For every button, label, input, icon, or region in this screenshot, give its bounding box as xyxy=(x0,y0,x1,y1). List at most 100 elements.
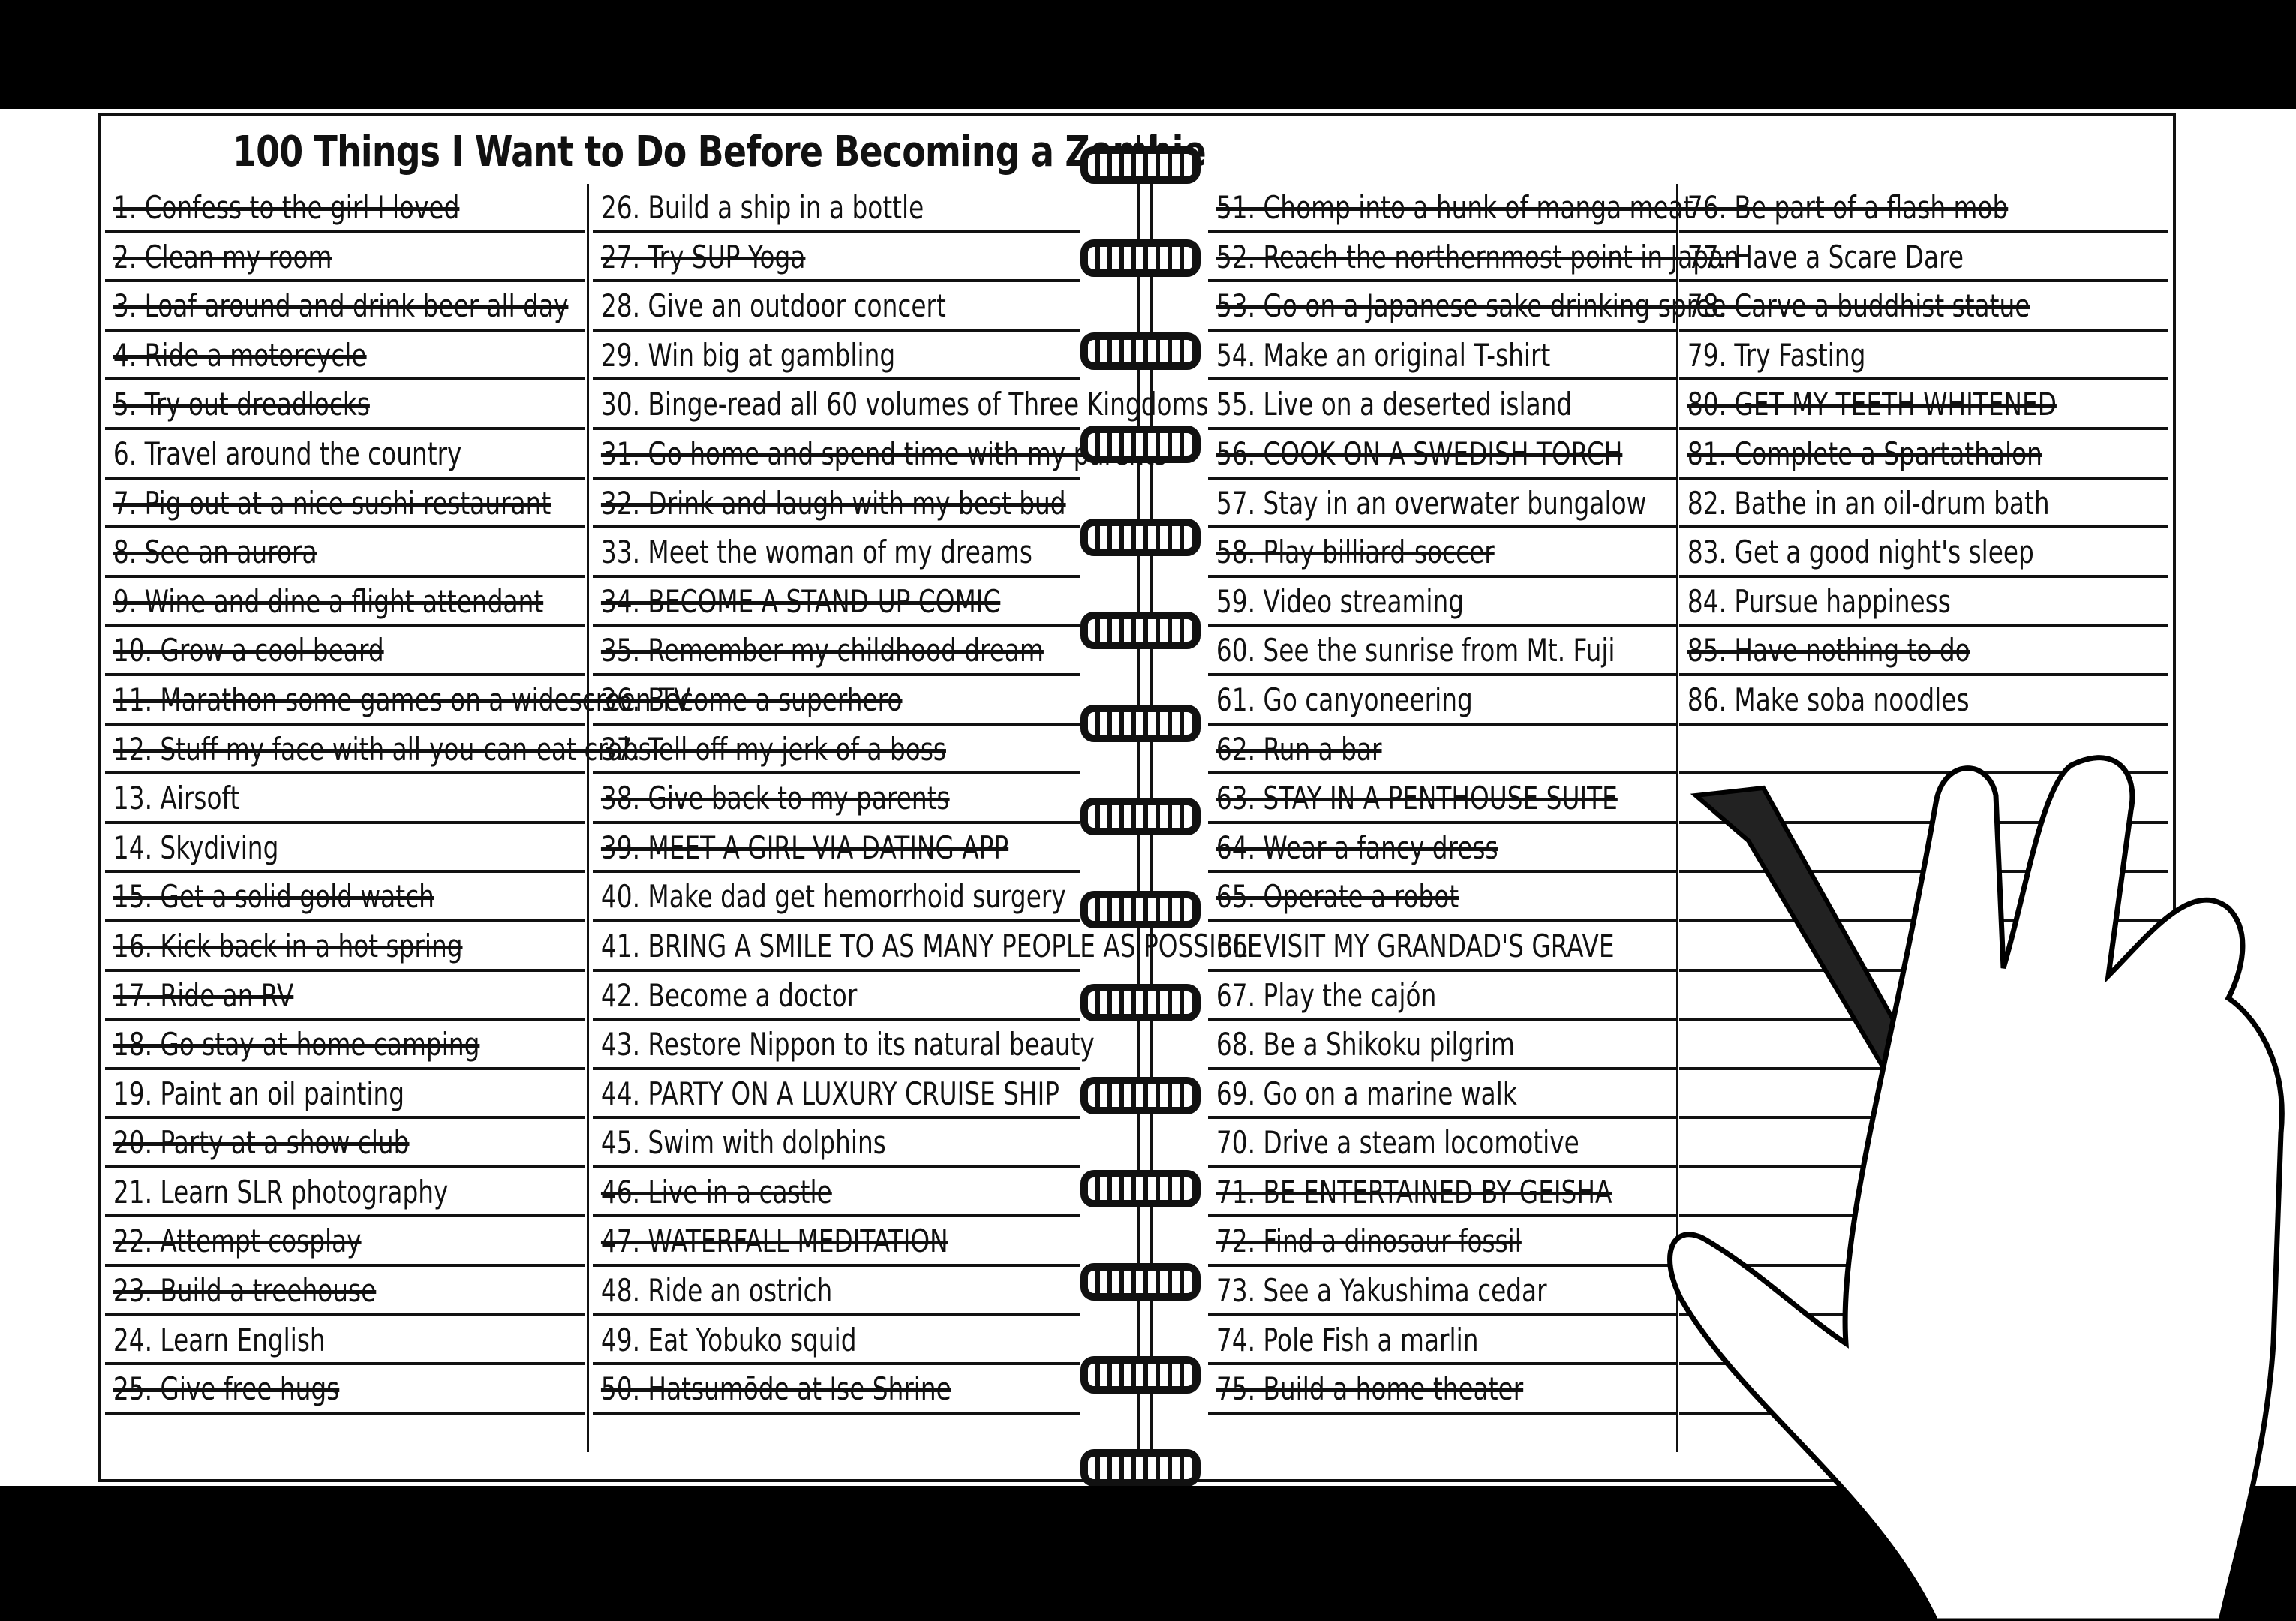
list-item-text: 73. See a Yakushima cedar xyxy=(1216,1272,1547,1310)
list-item-text: 64. Wear a fancy dress xyxy=(1216,829,1498,866)
list-item: 86. Make soba noodles xyxy=(1679,676,2168,726)
list-item-text: 52. Reach the northernmost point in Japa… xyxy=(1216,238,1739,275)
list-item-text: 83. Get a good night's sleep xyxy=(1687,534,2034,571)
list-item: 30. Binge-read all 60 volumes of Three K… xyxy=(593,380,1209,430)
list-item-text: 10. Grow a cool beard xyxy=(113,632,384,669)
list-item: 3. Loaf around and drink beer all day xyxy=(105,282,585,332)
list-item-text: 53. Go on a Japanese sake drinking spree xyxy=(1216,287,1727,325)
list-item-text: 80. GET MY TEETH WHITENED xyxy=(1687,386,2057,423)
list-item: 28. Give an outdoor concert xyxy=(593,282,1080,332)
list-item-text: 55. Live on a deserted island xyxy=(1216,386,1573,423)
column-2: 26. Build a ship in a bottle 27. Try SUP … xyxy=(593,184,1262,1415)
list-item: 45. Swim with dolphins xyxy=(593,1119,1080,1168)
list-item: 10. Grow a cool beard xyxy=(105,627,585,676)
spiral-ring xyxy=(1080,798,1201,835)
list-item: 46. Live in a castle xyxy=(593,1168,1080,1218)
spiral-ring xyxy=(1080,239,1201,277)
list-item: 62. Run a bar xyxy=(1208,726,1677,775)
spiral-ring xyxy=(1080,426,1201,463)
list-item: 56. COOK ON A SWEDISH TORCH xyxy=(1208,430,1677,480)
list-item-text: 68. Be a Shikoku pilgrim xyxy=(1216,1026,1515,1063)
list-item-text: 49. Eat Yobuko squid xyxy=(600,1321,857,1358)
list-item: 9. Wine and dine a flight attendant xyxy=(105,578,585,627)
list-item: 14. Skydiving xyxy=(105,824,585,874)
list-item-text: 67. Play the cajón xyxy=(1216,976,1437,1014)
list-item-text: 13. Airsoft xyxy=(113,780,240,817)
list-item: 77. Have a Scare Dare xyxy=(1679,233,2168,283)
list-item-text: 16. Kick back in a hot spring xyxy=(113,927,463,964)
list-item-text: 15. Get a solid gold watch xyxy=(113,878,434,916)
spiral-ring xyxy=(1080,146,1201,184)
spiral-ring xyxy=(1080,1449,1201,1487)
list-item-text: 28. Give an outdoor concert xyxy=(600,287,946,325)
list-item-text: 37. Tell off my jerk of a boss xyxy=(600,730,946,768)
list-item: 61. Go canyoneering xyxy=(1208,676,1677,726)
list-item-text: 46. Live in a castle xyxy=(600,1173,832,1210)
list-item-text: 84. Pursue happiness xyxy=(1687,582,1951,620)
list-item-text: 79. Try Fasting xyxy=(1687,336,1866,374)
list-item: 52. Reach the northernmost point in Japa… xyxy=(1208,233,1739,283)
list-item: 66. VISIT MY GRANDAD'S GRAVE xyxy=(1208,922,1677,972)
spiral-ring xyxy=(1080,1263,1201,1301)
list-item: 11. Marathon some games on a widescreen … xyxy=(105,676,690,726)
list-item: 58. Play billiard-soccer xyxy=(1208,528,1677,578)
list-item: 37. Tell off my jerk of a boss xyxy=(593,726,1080,775)
list-item-text: 54. Make an original T-shirt xyxy=(1216,336,1551,374)
list-item-text: 59. Video streaming xyxy=(1216,582,1465,620)
list-item: 79. Try Fasting xyxy=(1679,332,2168,381)
list-item: 20. Party at a show club xyxy=(105,1119,585,1168)
list-item-text: 25. Give free hugs xyxy=(113,1370,340,1408)
list-item-text: 3. Loaf around and drink beer all day xyxy=(113,287,569,325)
list-item: 53. Go on a Japanese sake drinking spree xyxy=(1208,282,1727,332)
list-item-text: 11. Marathon some games on a widescreen … xyxy=(113,681,691,718)
list-item-text: 50. Hatsumōde at Ise Shrine xyxy=(600,1370,951,1408)
column-divider xyxy=(1676,184,1678,1452)
list-item: 19. Paint an oil painting xyxy=(105,1070,585,1120)
list-item: 40. Make dad get hemorrhoid surgery xyxy=(593,873,1080,922)
spiral-ring xyxy=(1080,1356,1201,1394)
list-item-text: 7. Pig out at a nice sushi restaurant xyxy=(113,484,551,522)
list-item: 73. See a Yakushima cedar xyxy=(1208,1267,1677,1316)
list-item-text: 72. Find a dinosaur fossil xyxy=(1216,1223,1522,1260)
list-item-text: 61. Go canyoneering xyxy=(1216,681,1473,718)
list-item-text: 42. Become a doctor xyxy=(600,976,858,1014)
list-item-text: 6. Travel around the country xyxy=(113,435,462,472)
list-item: 64. Wear a fancy dress xyxy=(1208,824,1677,874)
list-item-text: 43. Restore Nippon to its natural beauty xyxy=(600,1026,1095,1063)
list-item-text: 27. Try SUP Yoga xyxy=(600,238,806,275)
list-item: 84. Pursue happiness xyxy=(1679,578,2168,627)
list-item-text: 12. Stuff my face with all-you-can-eat c… xyxy=(113,730,651,768)
list-item-text: 31. Go home and spend time with my paren… xyxy=(600,435,1168,472)
list-item-text: 48. Ride an ostrich xyxy=(600,1272,833,1310)
column-1: 1. Confess to the girl I loved 2. Clean m… xyxy=(105,184,690,1415)
list-item-text: 8. See an aurora xyxy=(113,534,317,571)
spiral-ring xyxy=(1080,891,1201,928)
list-item-text: 57. Stay in an overwater bungalow xyxy=(1216,484,1647,522)
list-item: 60. See the sunrise from Mt. Fuji xyxy=(1208,627,1677,676)
list-item-text: 4. Ride a motorcycle xyxy=(113,336,367,374)
list-item: 83. Get a good night's sleep xyxy=(1679,528,2168,578)
list-item: 44. PARTY ON A LUXURY CRUISE SHIP xyxy=(593,1070,1080,1120)
list-item: 74. Pole Fish a marlin xyxy=(1208,1316,1677,1366)
list-item: 49. Eat Yobuko squid xyxy=(593,1316,1080,1366)
list-item-text: 35. Remember my childhood dream xyxy=(600,632,1044,669)
list-item: 50. Hatsumōde at Ise Shrine xyxy=(593,1365,1080,1415)
list-item-text: 9. Wine and dine a flight attendant xyxy=(113,582,544,620)
list-item: 26. Build a ship in a bottle xyxy=(593,184,1080,233)
list-item-text: 19. Paint an oil painting xyxy=(113,1075,405,1112)
hand-holding-pen-illustration xyxy=(1667,755,2285,1621)
list-item: 27. Try SUP Yoga xyxy=(593,233,1080,283)
list-item-text: 62. Run a bar xyxy=(1216,730,1382,768)
list-item: 12. Stuff my face with all-you-can-eat c… xyxy=(105,726,651,775)
list-item-text: 75. Build a home theater xyxy=(1216,1370,1524,1408)
list-item: 36. Become a superhero xyxy=(593,676,1080,726)
list-item: 21. Learn SLR photography xyxy=(105,1168,585,1218)
list-item-text: 81. Complete a Spartathalon xyxy=(1687,435,2042,472)
list-item: 85. Have nothing to do xyxy=(1679,627,2168,676)
list-item: 55. Live on a deserted island xyxy=(1208,380,1677,430)
list-item: 8. See an aurora xyxy=(105,528,585,578)
list-item-text: 14. Skydiving xyxy=(113,829,279,866)
list-item-text: 47. WATERFALL MEDITATION xyxy=(600,1223,948,1260)
list-item-text: 70. Drive a steam locomotive xyxy=(1216,1124,1579,1162)
list-item: 69. Go on a marine walk xyxy=(1208,1070,1677,1120)
